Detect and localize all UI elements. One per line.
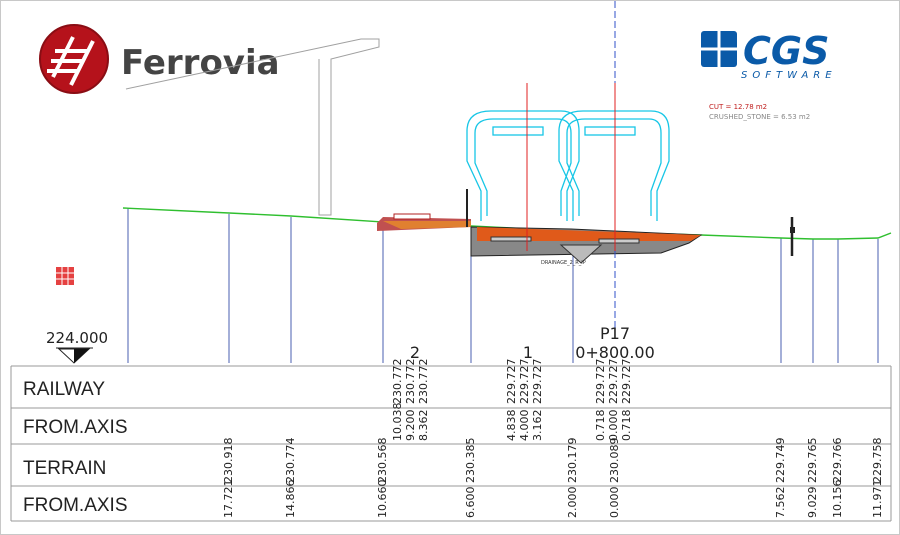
train-clearance-outlines — [466, 110, 670, 221]
cgs-subtitle: SOFTWARE — [741, 70, 837, 81]
table-cell: 2.000 — [566, 487, 579, 519]
cut-area-label: CUT = 12.78 m2 — [709, 103, 767, 111]
table-cell: 230.772 — [404, 359, 417, 405]
station-chainage: 0+800.00 — [575, 343, 655, 362]
table-cell: 4.838 — [505, 410, 518, 442]
table-cell: 9.200 — [404, 410, 417, 442]
track-2-label: 2 — [410, 343, 420, 362]
table-cell: 9.029 — [806, 487, 819, 519]
row-label-terrain: TERRAIN — [23, 458, 106, 479]
drainage-label: DRAINAGE_2_R_IP — [541, 260, 586, 266]
table-cell: 229.758 — [871, 438, 884, 484]
table-cell: 229.749 — [774, 438, 787, 484]
structure-outline — [125, 38, 380, 216]
table-cell: 230.568 — [376, 438, 389, 484]
ferrovia-logo: Ferrovia — [39, 24, 280, 94]
terrain-values: 230.918 230.774 230.568 230.385 230.179 … — [222, 438, 884, 484]
table-cell: 230.089 — [608, 438, 621, 484]
row-label-railway: RAILWAY — [23, 379, 105, 400]
track-1-label: 1 — [523, 343, 533, 362]
table-cell: 10.156 — [831, 480, 844, 519]
datum-value: 224.000 — [46, 329, 108, 347]
table-cell: 229.727 — [518, 359, 531, 405]
row-label-railway-axis: FROM.AXIS — [23, 417, 128, 438]
table-cell: 17.721 — [222, 480, 235, 519]
left-embankment — [377, 189, 471, 231]
table-cell: 230.385 — [464, 438, 477, 484]
railway-body — [470, 226, 703, 264]
table-cell: 229.727 — [531, 359, 544, 405]
cgs-wordmark: CGS — [743, 29, 829, 73]
terrain-axis-values: 17.721 14.866 10.660 6.600 2.000 0.000 7… — [222, 480, 884, 519]
table-cell: 230.918 — [222, 438, 235, 484]
left-red-marker — [56, 267, 74, 285]
ferrovia-wordmark: Ferrovia — [121, 43, 280, 83]
table-cell: 230.774 — [284, 438, 297, 484]
table-cell: 8.362 — [417, 410, 430, 442]
table-cell: 0.718 — [620, 410, 633, 442]
table-cell: 14.866 — [284, 480, 297, 519]
profile-table: RAILWAY FROM.AXIS TERRAIN FROM.AXIS 230.… — [10, 359, 892, 522]
right-marker-post — [790, 217, 795, 256]
table-cell: 229.727 — [620, 359, 633, 405]
table-cell: 3.162 — [531, 410, 544, 442]
table-cell: 229.765 — [806, 438, 819, 484]
table-cell: 7.562 — [774, 487, 787, 519]
table-cell: 6.600 — [464, 487, 477, 519]
table-cell: 229.727 — [505, 359, 518, 405]
table-cell: 11.971 — [871, 480, 884, 519]
table-cell: 10.038 — [391, 403, 404, 442]
crushed-stone-area-label: CRUSHED_STONE = 6.53 m2 — [709, 113, 810, 121]
railway-axis-values: 10.038 9.200 8.362 4.838 4.000 3.162 0.7… — [391, 403, 633, 442]
station-name: P17 — [600, 324, 630, 343]
rail-ties-icon — [47, 36, 95, 86]
table-cell: 4.000 — [518, 410, 531, 442]
offset-lines — [127, 208, 879, 363]
railway-values: 230.772 230.772 230.772 229.727 229.727 … — [391, 359, 633, 405]
table-cell: 229.727 — [594, 359, 607, 405]
table-cell: 0.000 — [608, 487, 621, 519]
table-cell: 230.179 — [566, 438, 579, 484]
datum-marker: 224.000 — [46, 329, 108, 364]
table-cell: 229.727 — [607, 359, 620, 405]
table-cell: 0.718 — [594, 410, 607, 442]
table-cell: 0.000 — [607, 410, 620, 442]
cgs-logo: CGS SOFTWARE — [701, 29, 837, 81]
table-cell: 230.772 — [391, 359, 404, 405]
row-label-terrain-axis: FROM.AXIS — [23, 495, 128, 516]
table-cell: 10.660 — [376, 480, 389, 519]
table-cell: 229.766 — [831, 438, 844, 484]
table-cell: 230.772 — [417, 359, 430, 405]
